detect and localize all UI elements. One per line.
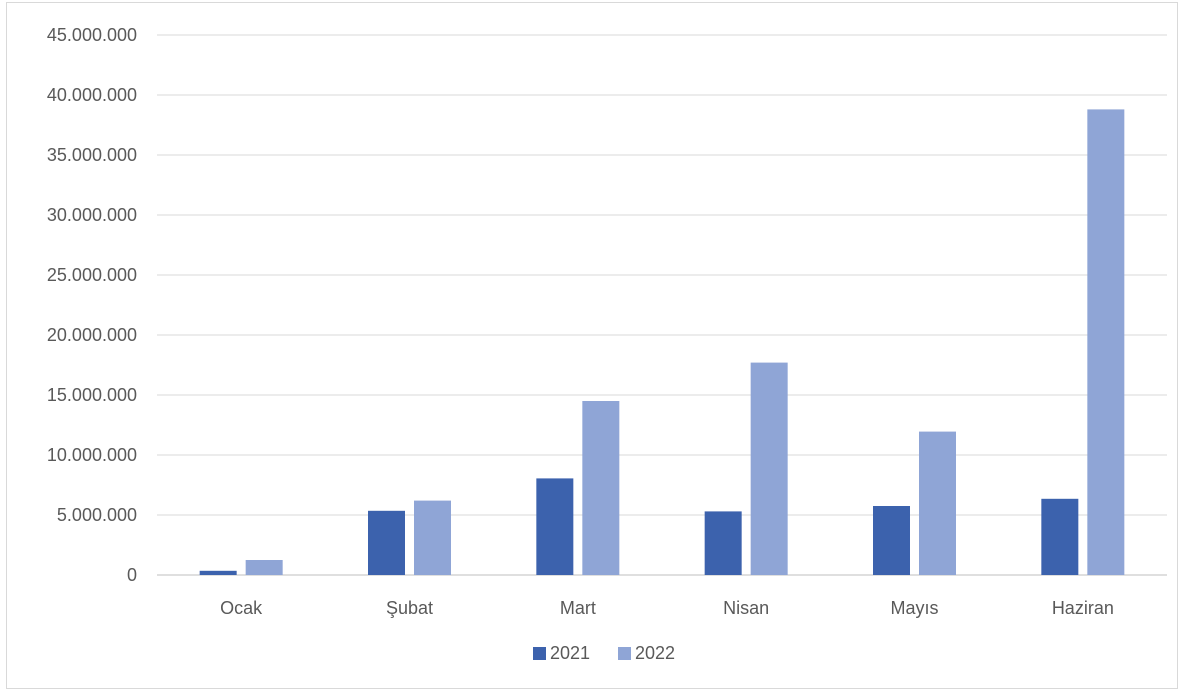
x-tick-label: Mayıs (890, 598, 938, 618)
x-tick-label: Ocak (220, 598, 263, 618)
y-tick-label: 15.000.000 (47, 385, 137, 405)
y-tick-label: 35.000.000 (47, 145, 137, 165)
bar-2021-Haziran (1041, 498, 1079, 575)
bars (199, 109, 1125, 576)
bar-2022-Ocak (245, 560, 283, 575)
bar-2021-Ocak (199, 570, 237, 575)
y-axis-tick-labels: 0 5.000.000 10.000.000 15.000.000 20.000.000… (47, 25, 137, 585)
x-tick-label: Mart (560, 598, 596, 618)
x-tick-label: Haziran (1052, 598, 1114, 618)
bar-2022-Haziran (1087, 109, 1125, 576)
bar-2022-Şubat (414, 500, 451, 575)
y-tick-label: 0 (127, 565, 137, 585)
y-tick-label: 40.000.000 (47, 85, 137, 105)
y-tick-label: 10.000.000 (47, 445, 137, 465)
chart-frame: 0 5.000.000 10.000.000 15.000.000 20.000.000… (6, 2, 1178, 689)
y-tick-label: 45.000.000 (47, 25, 137, 45)
bar-2021-Nisan (704, 511, 742, 575)
y-tick-label: 30.000.000 (47, 205, 137, 225)
bar-2022-Nisan (750, 362, 788, 575)
y-tick-label: 20.000.000 (47, 325, 137, 345)
bar-2021-Mayıs (873, 506, 910, 575)
gridlines (157, 34, 1167, 576)
legend: 2021 2022 (533, 643, 675, 663)
y-tick-label: 5.000.000 (57, 505, 137, 525)
bar-chart: 0 5.000.000 10.000.000 15.000.000 20.000.000… (47, 25, 1167, 663)
y-tick-label: 25.000.000 (47, 265, 137, 285)
bar-2022-Mart (582, 401, 620, 575)
legend-label: 2022 (635, 643, 675, 663)
legend-swatch-2021 (533, 647, 546, 660)
legend-label: 2021 (550, 643, 590, 663)
bar-2021-Mart (536, 478, 574, 575)
x-axis-tick-labels: Ocak Şubat Mart Nisan Mayıs Haziran (220, 598, 1114, 618)
x-tick-label: Nisan (723, 598, 769, 618)
legend-swatch-2022 (618, 647, 631, 660)
bar-2022-Mayıs (919, 431, 956, 575)
bar-2021-Şubat (368, 510, 405, 575)
x-tick-label: Şubat (386, 598, 433, 618)
